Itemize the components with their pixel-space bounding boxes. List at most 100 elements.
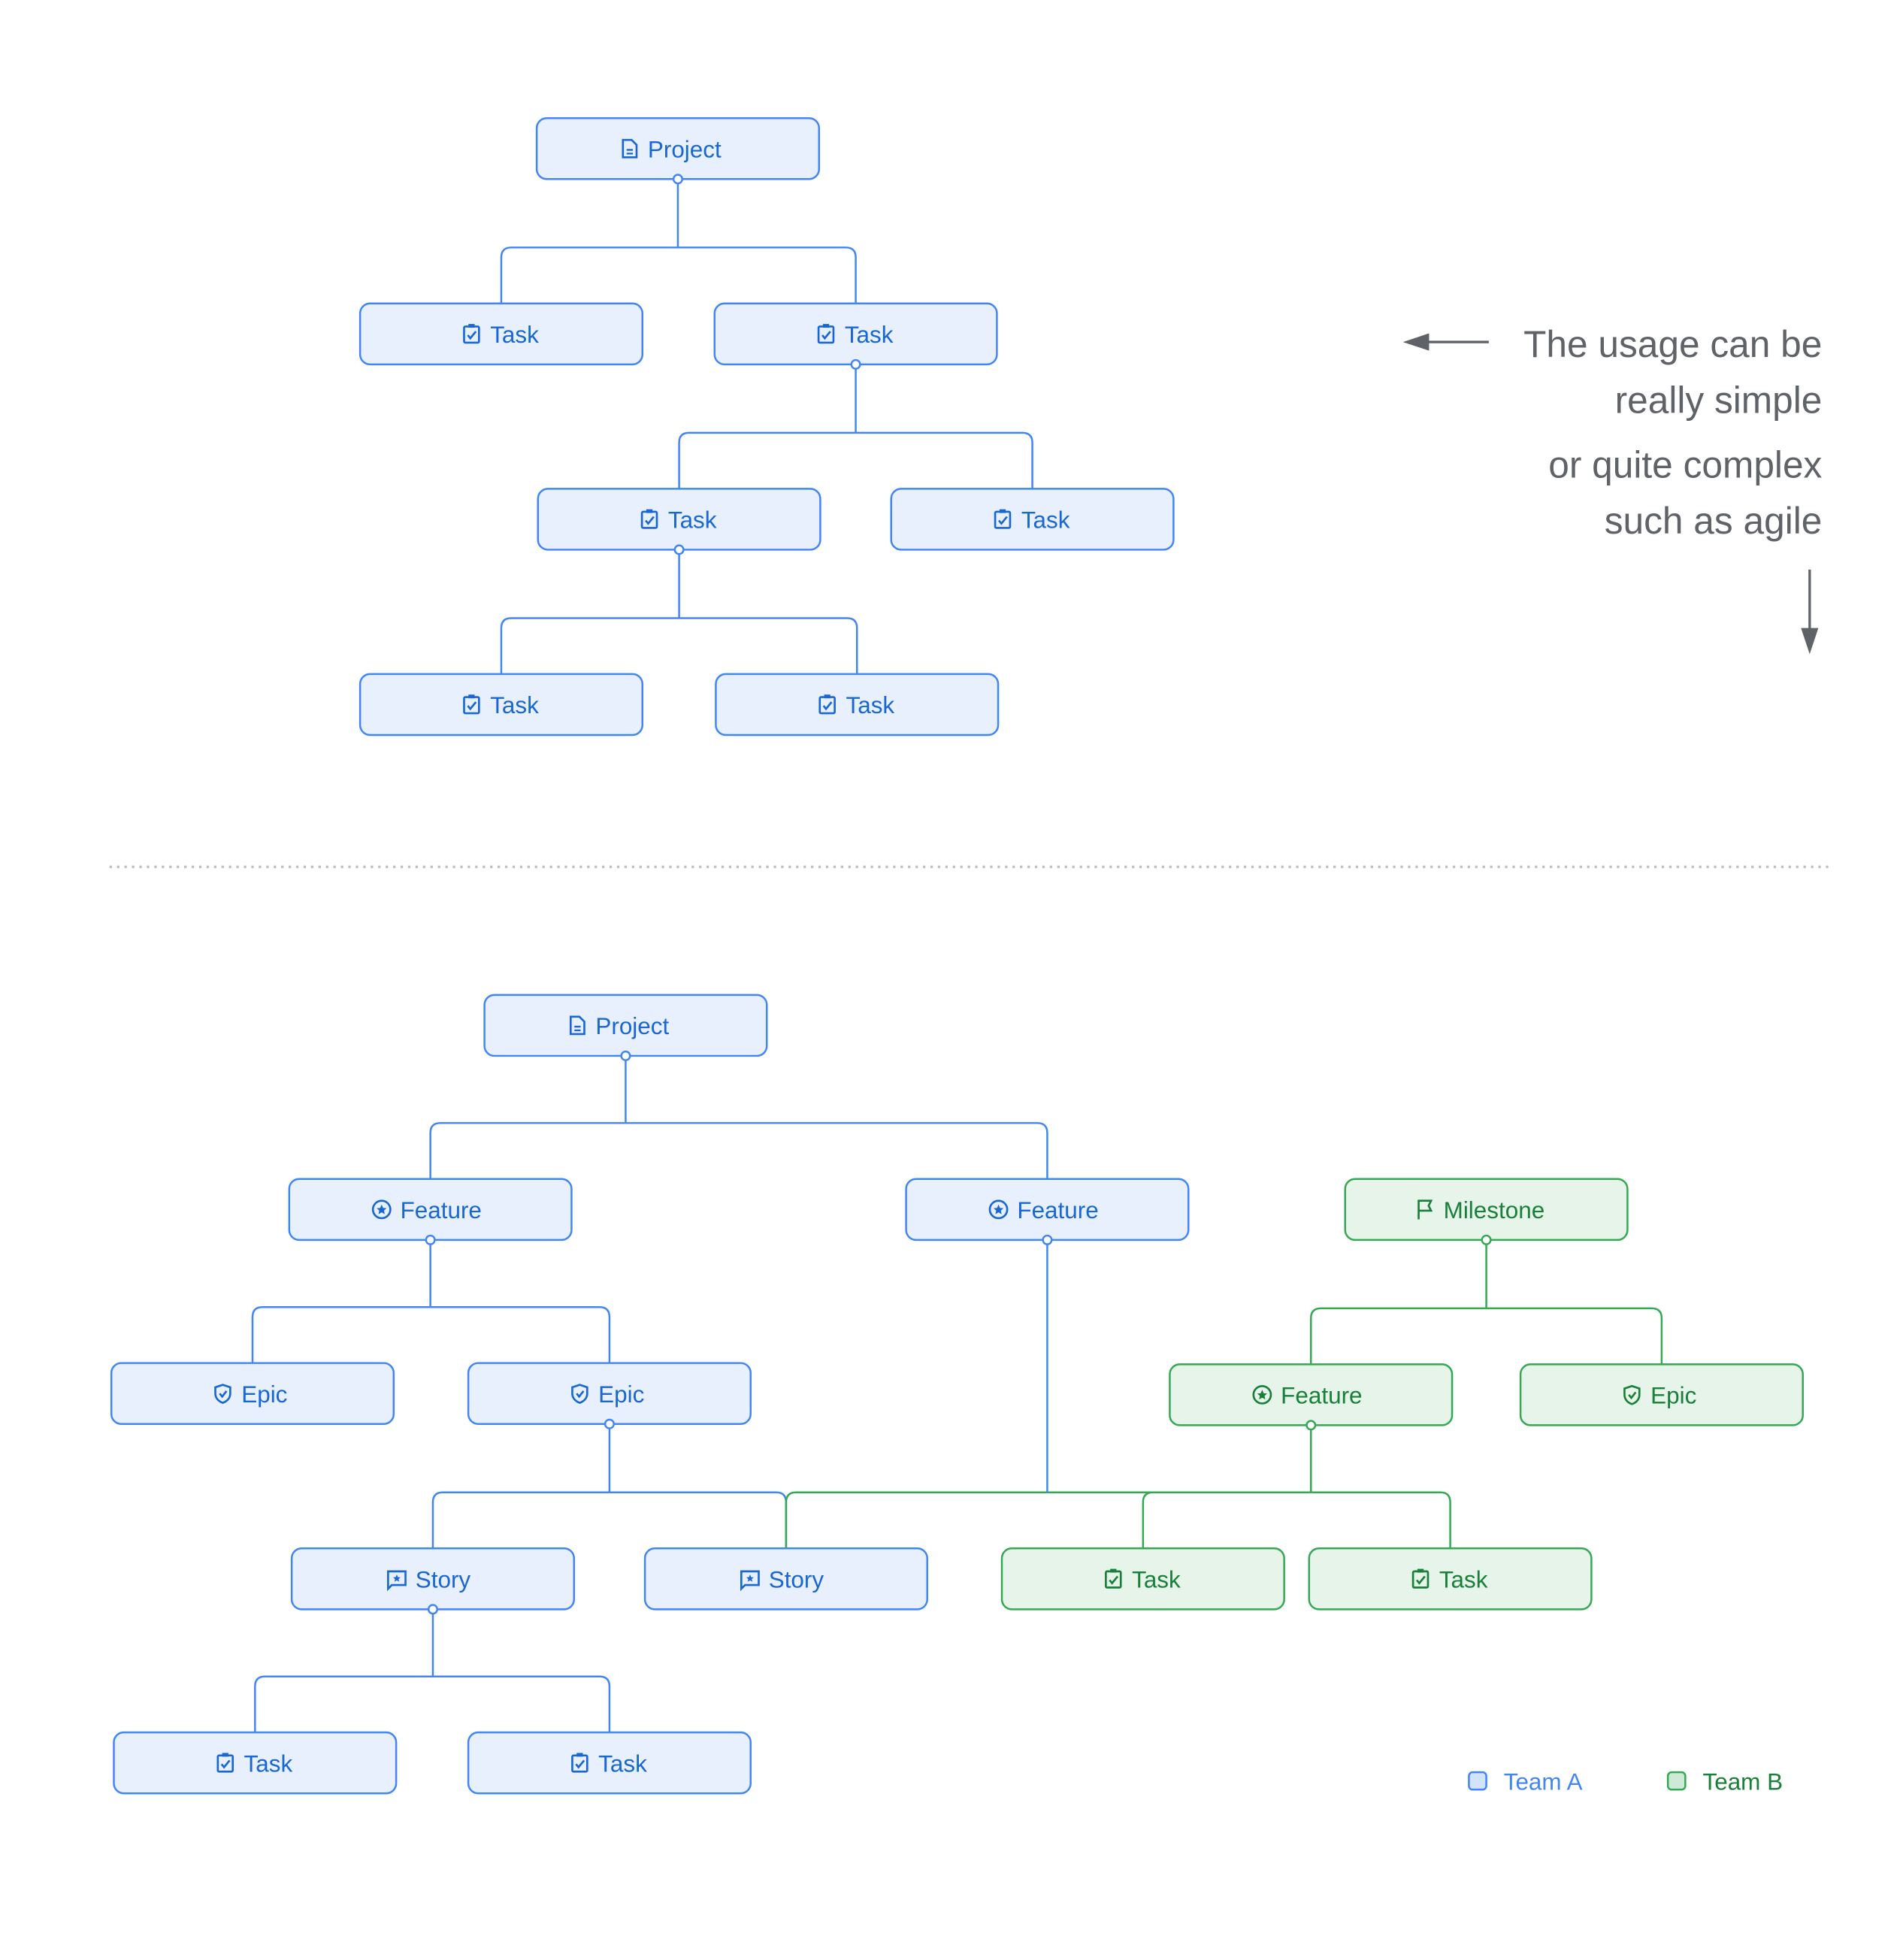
node-label: Feature [1281, 1382, 1362, 1408]
node-epic[interactable]: Epic [467, 1362, 752, 1429]
connector-port[interactable] [1305, 1420, 1317, 1431]
node-task[interactable]: Task [359, 302, 644, 366]
node-task[interactable]: Task [537, 488, 821, 555]
node-task[interactable]: Task [113, 1731, 398, 1795]
node-box [890, 488, 1175, 551]
connector-branch [677, 247, 857, 304]
connector-branch [429, 1122, 626, 1179]
connector-branch [609, 1491, 788, 1549]
node-task[interactable]: Task [890, 488, 1175, 551]
connector-port[interactable] [425, 1234, 436, 1245]
annotation-line-4: such as agile [1605, 500, 1823, 542]
task-check-icon [640, 509, 658, 529]
connector-group [785, 1425, 1451, 1549]
node-label: Milestone [1444, 1197, 1545, 1223]
connector-port[interactable] [1042, 1234, 1053, 1245]
task-check-icon [1411, 1568, 1430, 1589]
legend-swatch-team-a [1468, 1771, 1487, 1791]
connector-branch [432, 1675, 611, 1733]
legend-swatch-team-b [1666, 1771, 1687, 1791]
legend: Team A Team B [1468, 1768, 1783, 1795]
node-feature[interactable]: Feature [288, 1178, 573, 1245]
task-check-icon [463, 324, 480, 344]
node-box [467, 1731, 752, 1795]
connector-port[interactable] [850, 358, 861, 370]
connector-group [254, 1609, 611, 1733]
node-task[interactable]: Task [713, 302, 998, 370]
task-check-icon [994, 509, 1012, 529]
task-check-icon [817, 324, 835, 344]
node-label: Project [595, 1013, 669, 1039]
node-label: Feature [401, 1197, 482, 1223]
node-task[interactable]: Task [1000, 1547, 1285, 1611]
connector-branch [678, 431, 856, 489]
connector-port[interactable] [672, 174, 683, 185]
node-task[interactable]: Task [467, 1731, 752, 1795]
legend-label-team-a: Team A [1504, 1768, 1583, 1795]
connector-group [431, 1423, 788, 1549]
connector-port[interactable] [673, 544, 685, 555]
node-project[interactable]: Project [535, 116, 821, 185]
story-comment-icon [740, 1570, 760, 1592]
connector-group [251, 1239, 611, 1363]
connector-branch [1486, 1307, 1663, 1365]
node-label: Project [648, 136, 722, 162]
connector-branch [254, 1675, 433, 1733]
node-label: Epic [241, 1381, 287, 1408]
node-label: Task [668, 507, 717, 533]
node-label: Task [1021, 507, 1070, 533]
node-feature[interactable]: Feature [905, 1178, 1190, 1242]
node-task[interactable]: Task [715, 673, 1000, 737]
connector-branch [1310, 1307, 1487, 1365]
node-task[interactable]: Task [1308, 1547, 1593, 1611]
node-label: Task [845, 322, 894, 348]
task-check-icon [818, 694, 836, 715]
node-box [1000, 1547, 1285, 1611]
node-story[interactable]: Story [290, 1547, 576, 1615]
node-story[interactable]: Story [643, 1547, 928, 1611]
node-task[interactable]: Task [359, 673, 644, 737]
connector-branch [1142, 1491, 1312, 1549]
connector-branch [500, 247, 678, 304]
node-milestone[interactable]: Milestone [1344, 1178, 1629, 1245]
connector-group [429, 1055, 1048, 1179]
connector-branch [855, 431, 1033, 489]
node-label: Task [244, 1750, 293, 1777]
document-icon [622, 138, 638, 159]
node-label: Epic [598, 1381, 644, 1408]
annotation: The usage can be really simple or quite … [1402, 323, 1823, 655]
connector-port[interactable] [427, 1604, 438, 1615]
shield-check-icon [214, 1384, 231, 1405]
node-project[interactable]: Project [483, 994, 768, 1061]
connectors [251, 179, 1663, 1733]
nodes: Project Task Task Task Task Task Task Project Fe… [110, 116, 1804, 1795]
node-epic[interactable]: Epic [110, 1362, 395, 1426]
node-label: Task [1439, 1566, 1488, 1592]
annotation-line-3: or quite complex [1548, 443, 1822, 485]
connector-branch [679, 617, 858, 674]
task-check-icon [571, 1753, 588, 1773]
arrow-left-head [1402, 333, 1430, 351]
node-label: Story [416, 1566, 471, 1592]
annotation-line-2: really simple [1615, 379, 1823, 421]
connector-group [678, 364, 1033, 489]
connector-group [500, 549, 858, 674]
legend-label-team-b: Team B [1703, 1768, 1783, 1795]
node-label: Task [846, 692, 895, 718]
node-label: Task [598, 1750, 647, 1777]
node-epic[interactable]: Epic [1519, 1363, 1804, 1426]
connector-port[interactable] [604, 1418, 615, 1429]
task-check-icon [463, 694, 480, 715]
annotation-line-1: The usage can be [1523, 323, 1822, 365]
star-circle-icon [988, 1199, 1009, 1220]
connector-branch [785, 1491, 1312, 1549]
connector-branch [430, 1305, 611, 1363]
connector-branch [500, 617, 679, 674]
node-label: Story [769, 1566, 824, 1592]
connector-port[interactable] [1481, 1234, 1492, 1245]
node-box [113, 1731, 398, 1795]
node-label: Feature [1017, 1197, 1098, 1223]
node-feature[interactable]: Feature [1169, 1363, 1454, 1431]
connector-port[interactable] [620, 1050, 631, 1061]
story-comment-icon [387, 1570, 407, 1592]
